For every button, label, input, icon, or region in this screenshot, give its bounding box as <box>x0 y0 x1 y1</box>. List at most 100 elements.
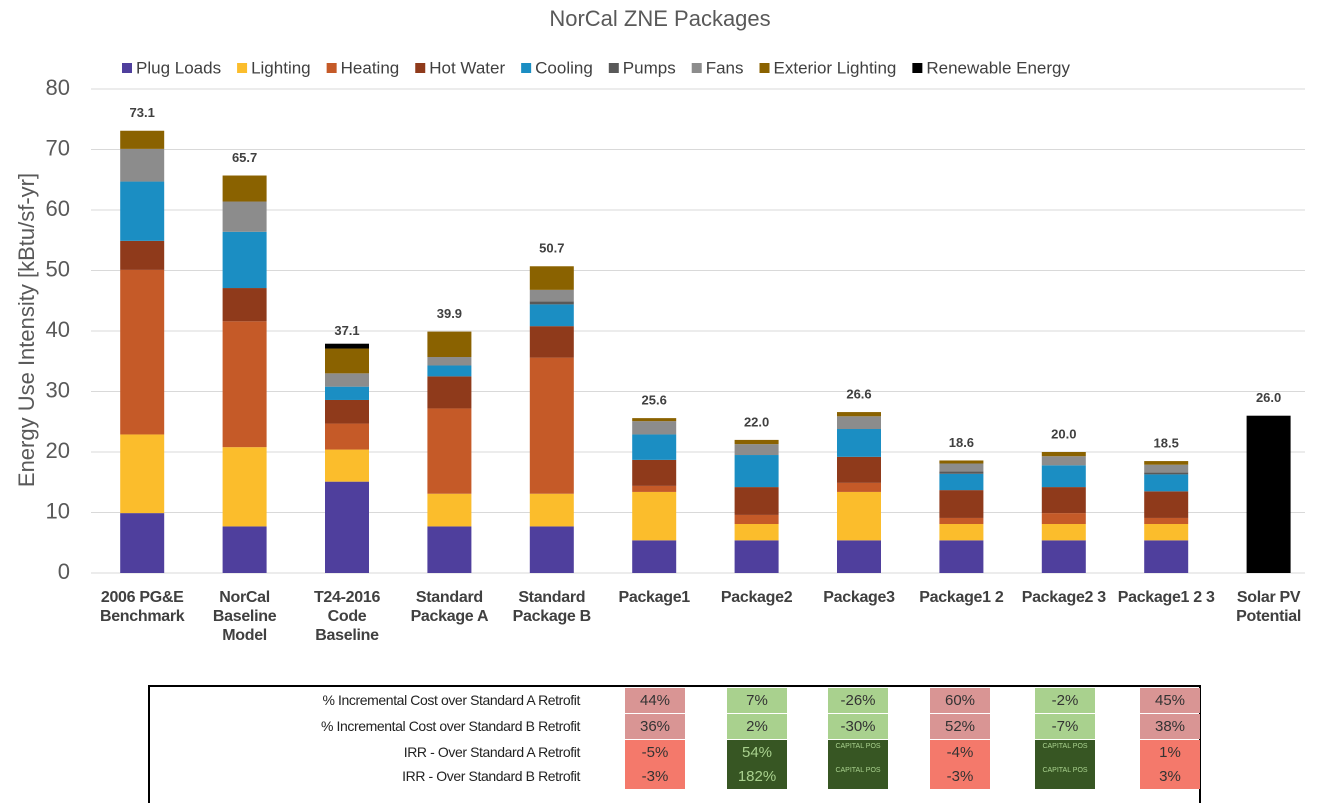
bar-segment <box>529 526 574 573</box>
total-label: 39.9 <box>437 306 462 321</box>
total-label: 26.0 <box>1256 390 1281 405</box>
bar-segment <box>222 175 267 202</box>
row-label: % Incremental Cost over Standard A Retro… <box>322 692 581 708</box>
bar-segment <box>222 321 267 448</box>
y-tick-label: 10 <box>46 498 70 523</box>
y-tick-label: 80 <box>46 75 70 100</box>
legend-swatch <box>521 63 532 73</box>
legend-label: Lighting <box>251 58 311 77</box>
bar-segment <box>939 471 984 474</box>
bar-segment <box>222 231 267 289</box>
table-cell: 7% <box>727 688 787 713</box>
bar-segment <box>837 540 881 573</box>
bar-segment <box>632 491 677 541</box>
bar-segment <box>1144 523 1189 541</box>
bar-segment <box>1144 540 1189 573</box>
legend-label: Hot Water <box>429 58 505 77</box>
row-label: IRR - Over Standard B Retrofit <box>402 768 580 784</box>
total-label: 18.6 <box>949 435 974 450</box>
bar-segment <box>734 523 779 541</box>
y-tick-label: 40 <box>46 317 70 342</box>
y-axis-label: Energy Use Intensity [kBtu/sf-yr] <box>14 173 39 487</box>
bar-segment <box>222 526 267 573</box>
bar-segment <box>1144 491 1189 518</box>
x-tick-label: Solar PV Potential <box>1236 589 1302 625</box>
legend-label: Exterior Lighting <box>774 58 897 77</box>
total-label: 73.1 <box>130 105 155 120</box>
table-cell: 2% <box>727 714 787 739</box>
bar-segment <box>734 540 779 573</box>
bar-segment <box>427 526 472 573</box>
x-tick-label: Standard Package A <box>410 589 489 625</box>
bar-segment <box>325 423 369 450</box>
y-tick-label: 60 <box>46 196 70 221</box>
x-tick-label: Package3 <box>823 589 895 606</box>
bar-segment <box>837 416 881 430</box>
bar-segment <box>529 326 574 358</box>
legend-label: Renewable Energy <box>926 58 1070 77</box>
chart: NorCal ZNE Packages Energy Use Intensity… <box>14 6 1305 584</box>
x-tick-label: Package1 2 3 <box>1117 589 1215 606</box>
bar-segment <box>120 181 165 241</box>
x-tick-label: T24-2016 Code Baseline <box>313 589 381 644</box>
bar-segment <box>1144 474 1189 492</box>
data-table: % Incremental Cost over Standard A Retro… <box>148 685 1201 803</box>
table-cell: 45% <box>1140 688 1200 713</box>
bar-segment <box>1246 415 1291 573</box>
legend-swatch <box>326 63 337 73</box>
bar-segment <box>939 473 984 491</box>
bar-segment <box>632 421 677 435</box>
y-tick-label: 70 <box>46 135 70 160</box>
bar-segment <box>529 289 574 302</box>
bar-segment <box>837 429 881 457</box>
bar-segment <box>120 240 165 270</box>
bar-segment <box>222 447 267 527</box>
y-tick-label: 50 <box>46 256 70 281</box>
legend-label: Plug Loads <box>136 58 221 77</box>
bar-segment <box>120 130 165 149</box>
total-label: 20.0 <box>1051 426 1076 441</box>
bar-segment <box>939 523 984 541</box>
table-cell: 52% <box>930 714 990 739</box>
bar-segment <box>1144 464 1189 473</box>
table-cell: 54% <box>727 740 787 765</box>
bar-segment <box>1144 517 1189 524</box>
x-tick-label: Package2 <box>720 589 793 606</box>
bar-segment <box>120 269 165 435</box>
bar-segment <box>1041 540 1086 573</box>
bar-segment <box>837 456 881 483</box>
table-cell: 36% <box>625 714 685 739</box>
bar-segment <box>325 348 369 374</box>
total-label: 25.6 <box>642 393 667 408</box>
table-cell: 3% <box>1140 764 1200 789</box>
bar-segment <box>1041 465 1086 488</box>
bar-segment <box>734 514 779 524</box>
y-tick-label: 0 <box>58 559 70 584</box>
table-cell: -7% <box>1035 714 1095 739</box>
bar-segment <box>529 301 574 305</box>
table-cell: CAPITAL POS <box>1035 740 1095 765</box>
bar-segment <box>427 331 472 358</box>
chart-title: NorCal ZNE Packages <box>549 6 770 31</box>
legend-swatch <box>691 63 702 73</box>
bar-segment <box>325 373 369 387</box>
bar-segment <box>837 491 881 541</box>
table-cell: -3% <box>930 764 990 789</box>
table-cell: 44% <box>625 688 685 713</box>
bar-segment <box>1041 452 1086 457</box>
total-label: 18.5 <box>1154 436 1179 451</box>
table-cell: -3% <box>625 764 685 789</box>
bar-segment <box>222 201 267 232</box>
table-cell: CAPITAL POS <box>828 764 888 789</box>
x-tick-label: 2006 PG&E Benchmark <box>99 589 185 625</box>
table-cell: 38% <box>1140 714 1200 739</box>
bar-segment <box>325 481 369 573</box>
x-tick-label: Standard Package B <box>512 589 592 625</box>
bar-segment <box>1144 461 1189 465</box>
table-cell: -4% <box>930 740 990 765</box>
table-cell: CAPITAL POS <box>1035 764 1095 789</box>
bar-segment <box>427 408 472 494</box>
total-label: 22.0 <box>744 414 769 429</box>
bar-segment <box>939 460 984 464</box>
